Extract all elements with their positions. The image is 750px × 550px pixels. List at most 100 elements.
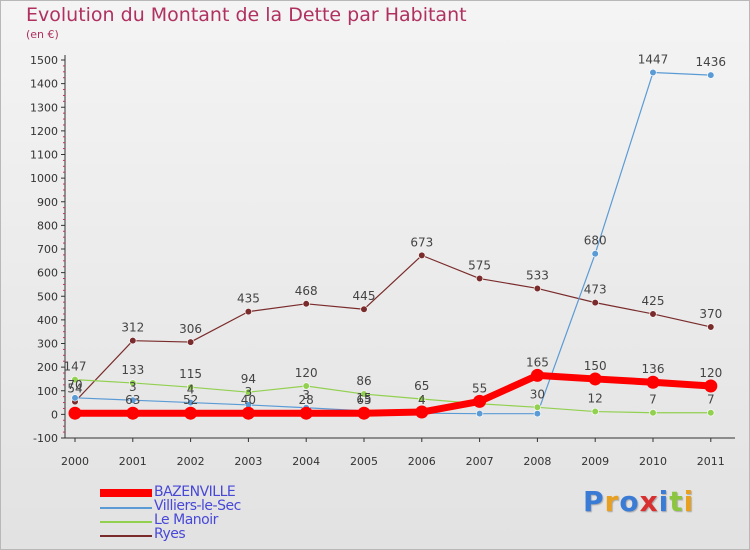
data-label-bazenville: 63 <box>125 393 140 407</box>
chart-title: Evolution du Montant de la Dette par Hab… <box>26 4 467 26</box>
data-point-bazenville <box>299 406 313 420</box>
data-label-villiers-le-sec: 15 <box>356 391 371 405</box>
data-label-bazenville: 136 <box>642 362 665 376</box>
data-point-bazenville <box>415 405 429 419</box>
data-label-villiers-le-sec: 4 <box>418 393 426 407</box>
data-point-le-manoir <box>302 382 310 390</box>
data-point-bazenville <box>588 372 602 386</box>
data-point-le-manoir <box>187 383 195 391</box>
data-point-ryes <box>302 300 310 308</box>
data-point-villiers-le-sec <box>187 398 195 407</box>
legend-item-bazenville: BAZENVILLE <box>100 484 360 500</box>
data-point-le-manoir <box>71 376 79 384</box>
data-point-ryes <box>649 310 657 318</box>
x-tick-label: 2004 <box>292 455 320 468</box>
data-point-ryes <box>360 305 368 313</box>
data-point-ryes <box>418 251 426 259</box>
data-point-ryes <box>591 299 599 307</box>
legend-label: Villiers-le-Sec <box>154 498 241 514</box>
data-point-villiers-le-sec <box>71 394 79 402</box>
y-tick-label: 1100 <box>30 149 58 162</box>
data-point-ryes <box>476 274 484 283</box>
y-tick-label: 100 <box>37 385 58 398</box>
data-label-ryes: 306 <box>179 322 202 336</box>
data-label-bazenville: 165 <box>526 355 549 369</box>
legend-label: Le Manoir <box>154 512 218 528</box>
series-line-villiers-le-sec <box>74 71 712 415</box>
data-point-bazenville <box>704 379 718 393</box>
x-tick-label: 2009 <box>581 455 609 468</box>
data-label-ryes: 533 <box>526 268 549 282</box>
data-label-le-manoir: 147 <box>64 360 87 374</box>
x-tick-label: 2003 <box>234 455 262 468</box>
legend-swatch-le-manoir <box>100 521 152 523</box>
legend-label: BAZENVILLE <box>154 484 236 500</box>
data-label-ryes: 575 <box>468 259 491 273</box>
data-label-le-manoir: 86 <box>356 374 371 388</box>
legend-item-ryes: Ryes <box>100 526 360 542</box>
data-point-le-manoir <box>244 388 252 396</box>
y-tick-label: 1300 <box>30 101 58 114</box>
data-label-villiers-le-sec: 1447 <box>638 53 669 67</box>
data-point-villiers-le-sec <box>591 250 599 258</box>
series-line-le-manoir <box>74 379 712 414</box>
y-tick-label: 700 <box>37 243 58 256</box>
data-label-bazenville: 52 <box>183 393 198 407</box>
data-label-ryes: 425 <box>642 294 665 308</box>
y-tick-label: 500 <box>37 290 58 303</box>
data-point-bazenville <box>530 368 544 382</box>
data-label-ryes: 673 <box>410 235 433 249</box>
y-tick-label: 200 <box>37 361 58 374</box>
y-tick-label: 300 <box>37 338 58 351</box>
legend-label: Ryes <box>154 526 186 542</box>
data-label-ryes: 435 <box>237 292 260 306</box>
data-label-le-manoir: 65 <box>414 379 429 393</box>
chart-subtitle: (en €) <box>26 28 59 41</box>
x-tick-label: 2002 <box>177 455 205 468</box>
x-tick-label: 2008 <box>523 455 551 468</box>
x-tick-label: 2011 <box>697 455 725 468</box>
data-label-bazenville: 55 <box>472 381 487 395</box>
series-line-bazenville <box>71 371 715 417</box>
legend-item-le-manoir: Le Manoir <box>100 512 360 528</box>
y-tick-label: 1000 <box>30 172 58 185</box>
data-point-ryes <box>707 323 715 331</box>
y-tick-label: 1400 <box>30 78 58 91</box>
data-point-bazenville <box>68 406 82 420</box>
y-tick-label: -100 <box>33 432 58 445</box>
x-tick-label: 2007 <box>466 455 494 468</box>
data-point-bazenville <box>241 406 255 420</box>
x-tick-label: 2006 <box>408 455 436 468</box>
data-label-le-manoir: 115 <box>179 367 202 381</box>
data-label-bazenville: 120 <box>699 366 722 380</box>
data-label-villiers-le-sec: 3 <box>302 388 310 402</box>
data-label-le-manoir: 7 <box>649 393 657 407</box>
y-tick-label: 0 <box>51 408 58 421</box>
data-label-ryes: 468 <box>295 284 318 298</box>
x-tick-label: 2000 <box>61 455 89 468</box>
data-point-ryes <box>187 338 195 346</box>
data-label-villiers-le-sec: 1436 <box>696 55 727 69</box>
data-point-ryes <box>129 337 137 345</box>
data-label-villiers-le-sec: 3 <box>245 385 253 399</box>
data-label-le-manoir: 133 <box>121 363 144 377</box>
y-tick-label: 800 <box>37 219 58 232</box>
data-point-le-manoir <box>707 409 715 417</box>
data-point-villiers-le-sec <box>707 71 715 79</box>
data-label-villiers-le-sec: 70 <box>67 378 82 392</box>
data-point-ryes <box>533 284 542 293</box>
data-point-ryes <box>244 308 252 316</box>
legend-swatch-ryes <box>100 535 152 537</box>
legend-swatch-villiers-le-sec <box>100 507 152 509</box>
data-label-le-manoir: 30 <box>530 387 545 401</box>
data-point-villiers-le-sec <box>129 396 137 404</box>
y-tick-label: 600 <box>37 267 58 280</box>
data-point-villiers-le-sec <box>476 410 484 418</box>
data-point-bazenville <box>646 375 660 389</box>
data-point-bazenville <box>184 406 198 420</box>
x-tick-label: 2001 <box>119 455 147 468</box>
y-tick-label: 1200 <box>30 125 58 138</box>
data-point-le-manoir <box>129 379 137 387</box>
data-point-le-manoir <box>649 409 657 417</box>
